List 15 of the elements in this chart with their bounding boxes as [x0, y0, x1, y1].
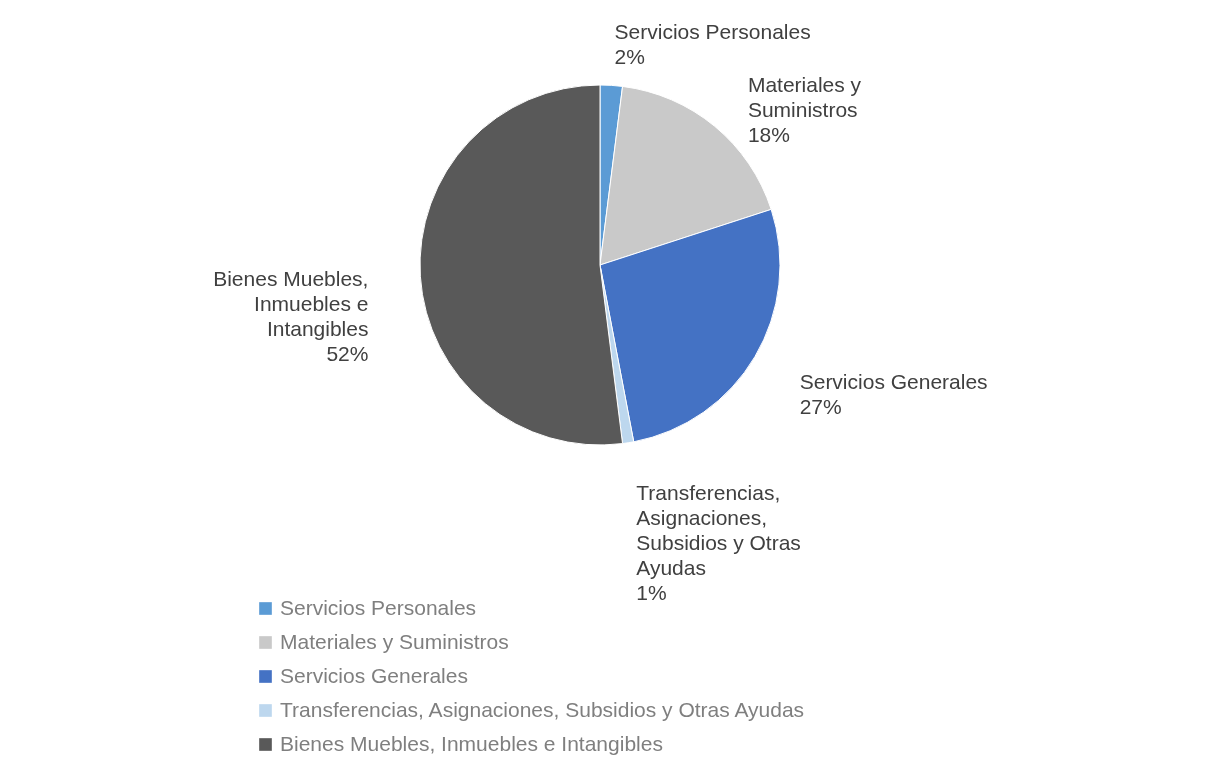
- slice-label: Servicios Personales: [614, 20, 811, 44]
- data-label: 2%: [614, 45, 645, 69]
- slice-label: Materiales y Suministros: [747, 73, 862, 122]
- legend-label: Materiales y Suministros: [280, 629, 509, 653]
- data-label: 27%: [799, 395, 842, 419]
- legend-label: Bienes Muebles, Inmuebles e Intangibles: [280, 731, 663, 755]
- legend-label: Servicios Personales: [280, 595, 477, 619]
- data-label: 1%: [636, 581, 667, 605]
- slice-label: Transferencias, Asignaciones, Subsidios y Otras Ayudas: [636, 481, 801, 580]
- data-label: 52%: [326, 341, 369, 365]
- legend-label: Transferencias, Asignaciones, Subsidios y Otras Ayudas: [280, 697, 805, 721]
- data-label: 18%: [747, 123, 790, 147]
- legend-label: Servicios Generales: [280, 663, 468, 687]
- slice-label: Servicios Generales: [799, 370, 988, 394]
- slice-label: Bienes Muebles, Inmuebles e Intangibles: [213, 266, 369, 340]
